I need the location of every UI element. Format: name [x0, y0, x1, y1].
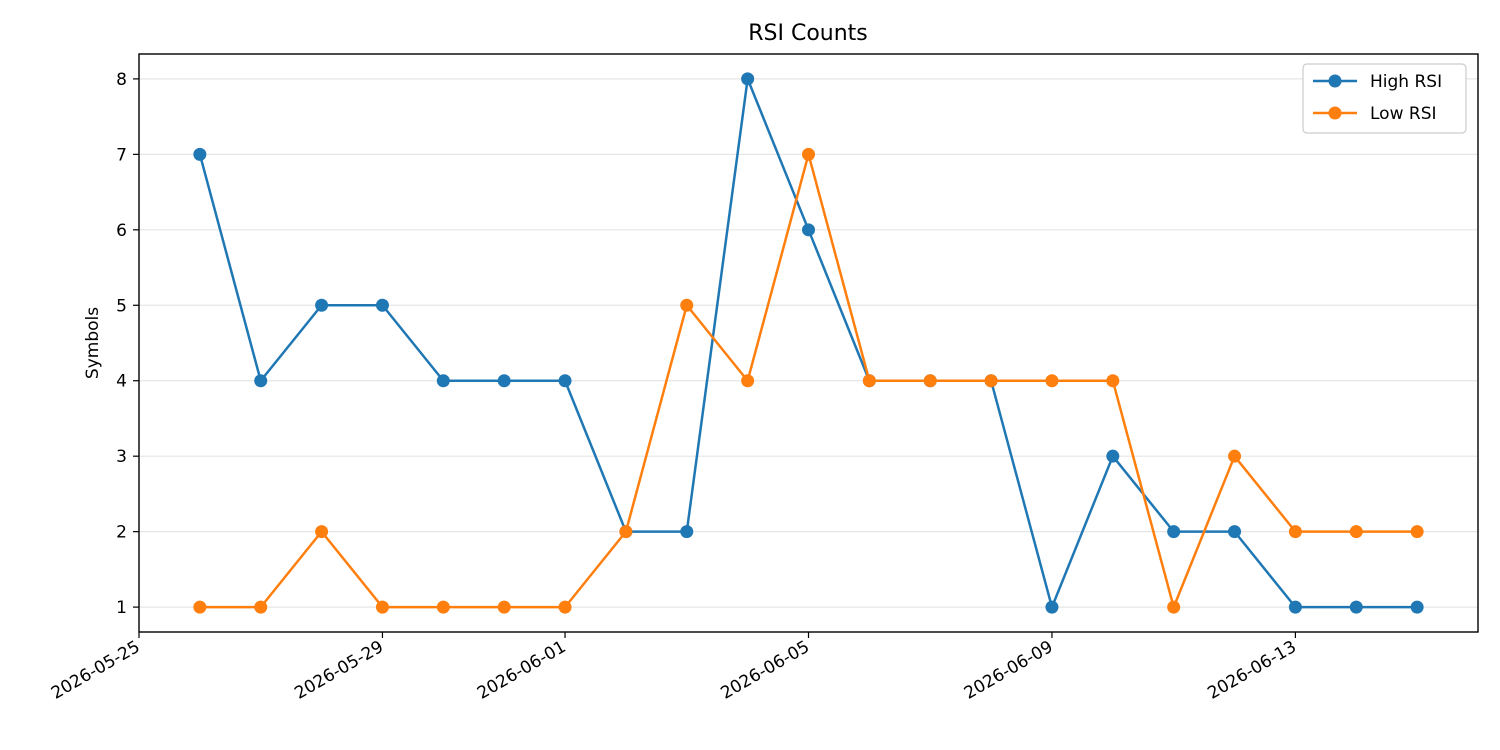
y-tick-label: 8: [116, 70, 127, 90]
data-point: [497, 600, 511, 614]
data-point: [619, 525, 633, 539]
data-point: [1045, 374, 1059, 388]
data-point: [315, 298, 329, 312]
y-tick-label: 4: [116, 372, 127, 392]
x-tick-label: 2026-05-25: [48, 637, 144, 704]
legend-marker-high: [1328, 74, 1342, 88]
data-point: [680, 525, 694, 539]
y-axis-label: Symbols: [83, 307, 103, 379]
data-point: [1167, 600, 1181, 614]
legend: High RSI Low RSI: [1302, 63, 1467, 134]
data-point: [1228, 449, 1242, 463]
y-tick-label: 1: [116, 598, 127, 618]
legend-marker-low: [1328, 106, 1342, 120]
x-tick-label: 2026-06-09: [961, 637, 1057, 704]
data-point: [1045, 600, 1059, 614]
data-point: [1349, 525, 1363, 539]
chart-title: RSI Counts: [748, 21, 868, 46]
data-point: [862, 374, 876, 388]
data-point: [802, 147, 815, 161]
data-point: [1288, 525, 1302, 539]
y-tick-label: 6: [116, 221, 127, 241]
data-point: [1167, 525, 1181, 539]
data-point: [1349, 600, 1363, 614]
data-point: [741, 72, 755, 86]
series-high-rsi: [193, 72, 1424, 614]
data-point: [923, 374, 937, 388]
data-point: [436, 600, 450, 614]
legend-label-high: High RSI: [1370, 72, 1442, 92]
data-point: [1288, 600, 1302, 614]
data-point: [680, 298, 694, 312]
data-point: [1228, 525, 1242, 539]
data-point: [558, 600, 572, 614]
data-point: [1106, 449, 1120, 463]
data-point: [375, 600, 389, 614]
data-point: [375, 298, 389, 312]
data-point: [984, 374, 998, 388]
data-point: [1410, 525, 1424, 539]
data-point: [254, 374, 268, 388]
data-point: [802, 223, 815, 237]
data-point: [497, 374, 511, 388]
x-tick-label: 2026-06-13: [1204, 637, 1300, 704]
data-point: [193, 147, 207, 161]
series-low-rsi: [193, 147, 1424, 614]
y-tick-label: 2: [116, 523, 127, 543]
data-point: [254, 600, 268, 614]
y-tick-label: 7: [116, 145, 127, 165]
x-tick-label: 2026-05-29: [291, 637, 387, 704]
y-tick-label: 3: [116, 447, 127, 467]
legend-label-low: Low RSI: [1370, 104, 1437, 124]
x-tick-label: 2026-06-01: [474, 637, 570, 704]
x-tick-label: 2026-06-05: [717, 637, 813, 704]
data-point: [558, 374, 572, 388]
data-point: [193, 600, 207, 614]
data-point: [741, 374, 755, 388]
data-point: [436, 374, 450, 388]
data-point: [1410, 600, 1424, 614]
data-point: [315, 525, 329, 539]
plot-frame: [138, 53, 1479, 633]
series-layer: [193, 72, 1424, 614]
data-point: [1106, 374, 1120, 388]
y-tick-label: 5: [116, 296, 127, 316]
